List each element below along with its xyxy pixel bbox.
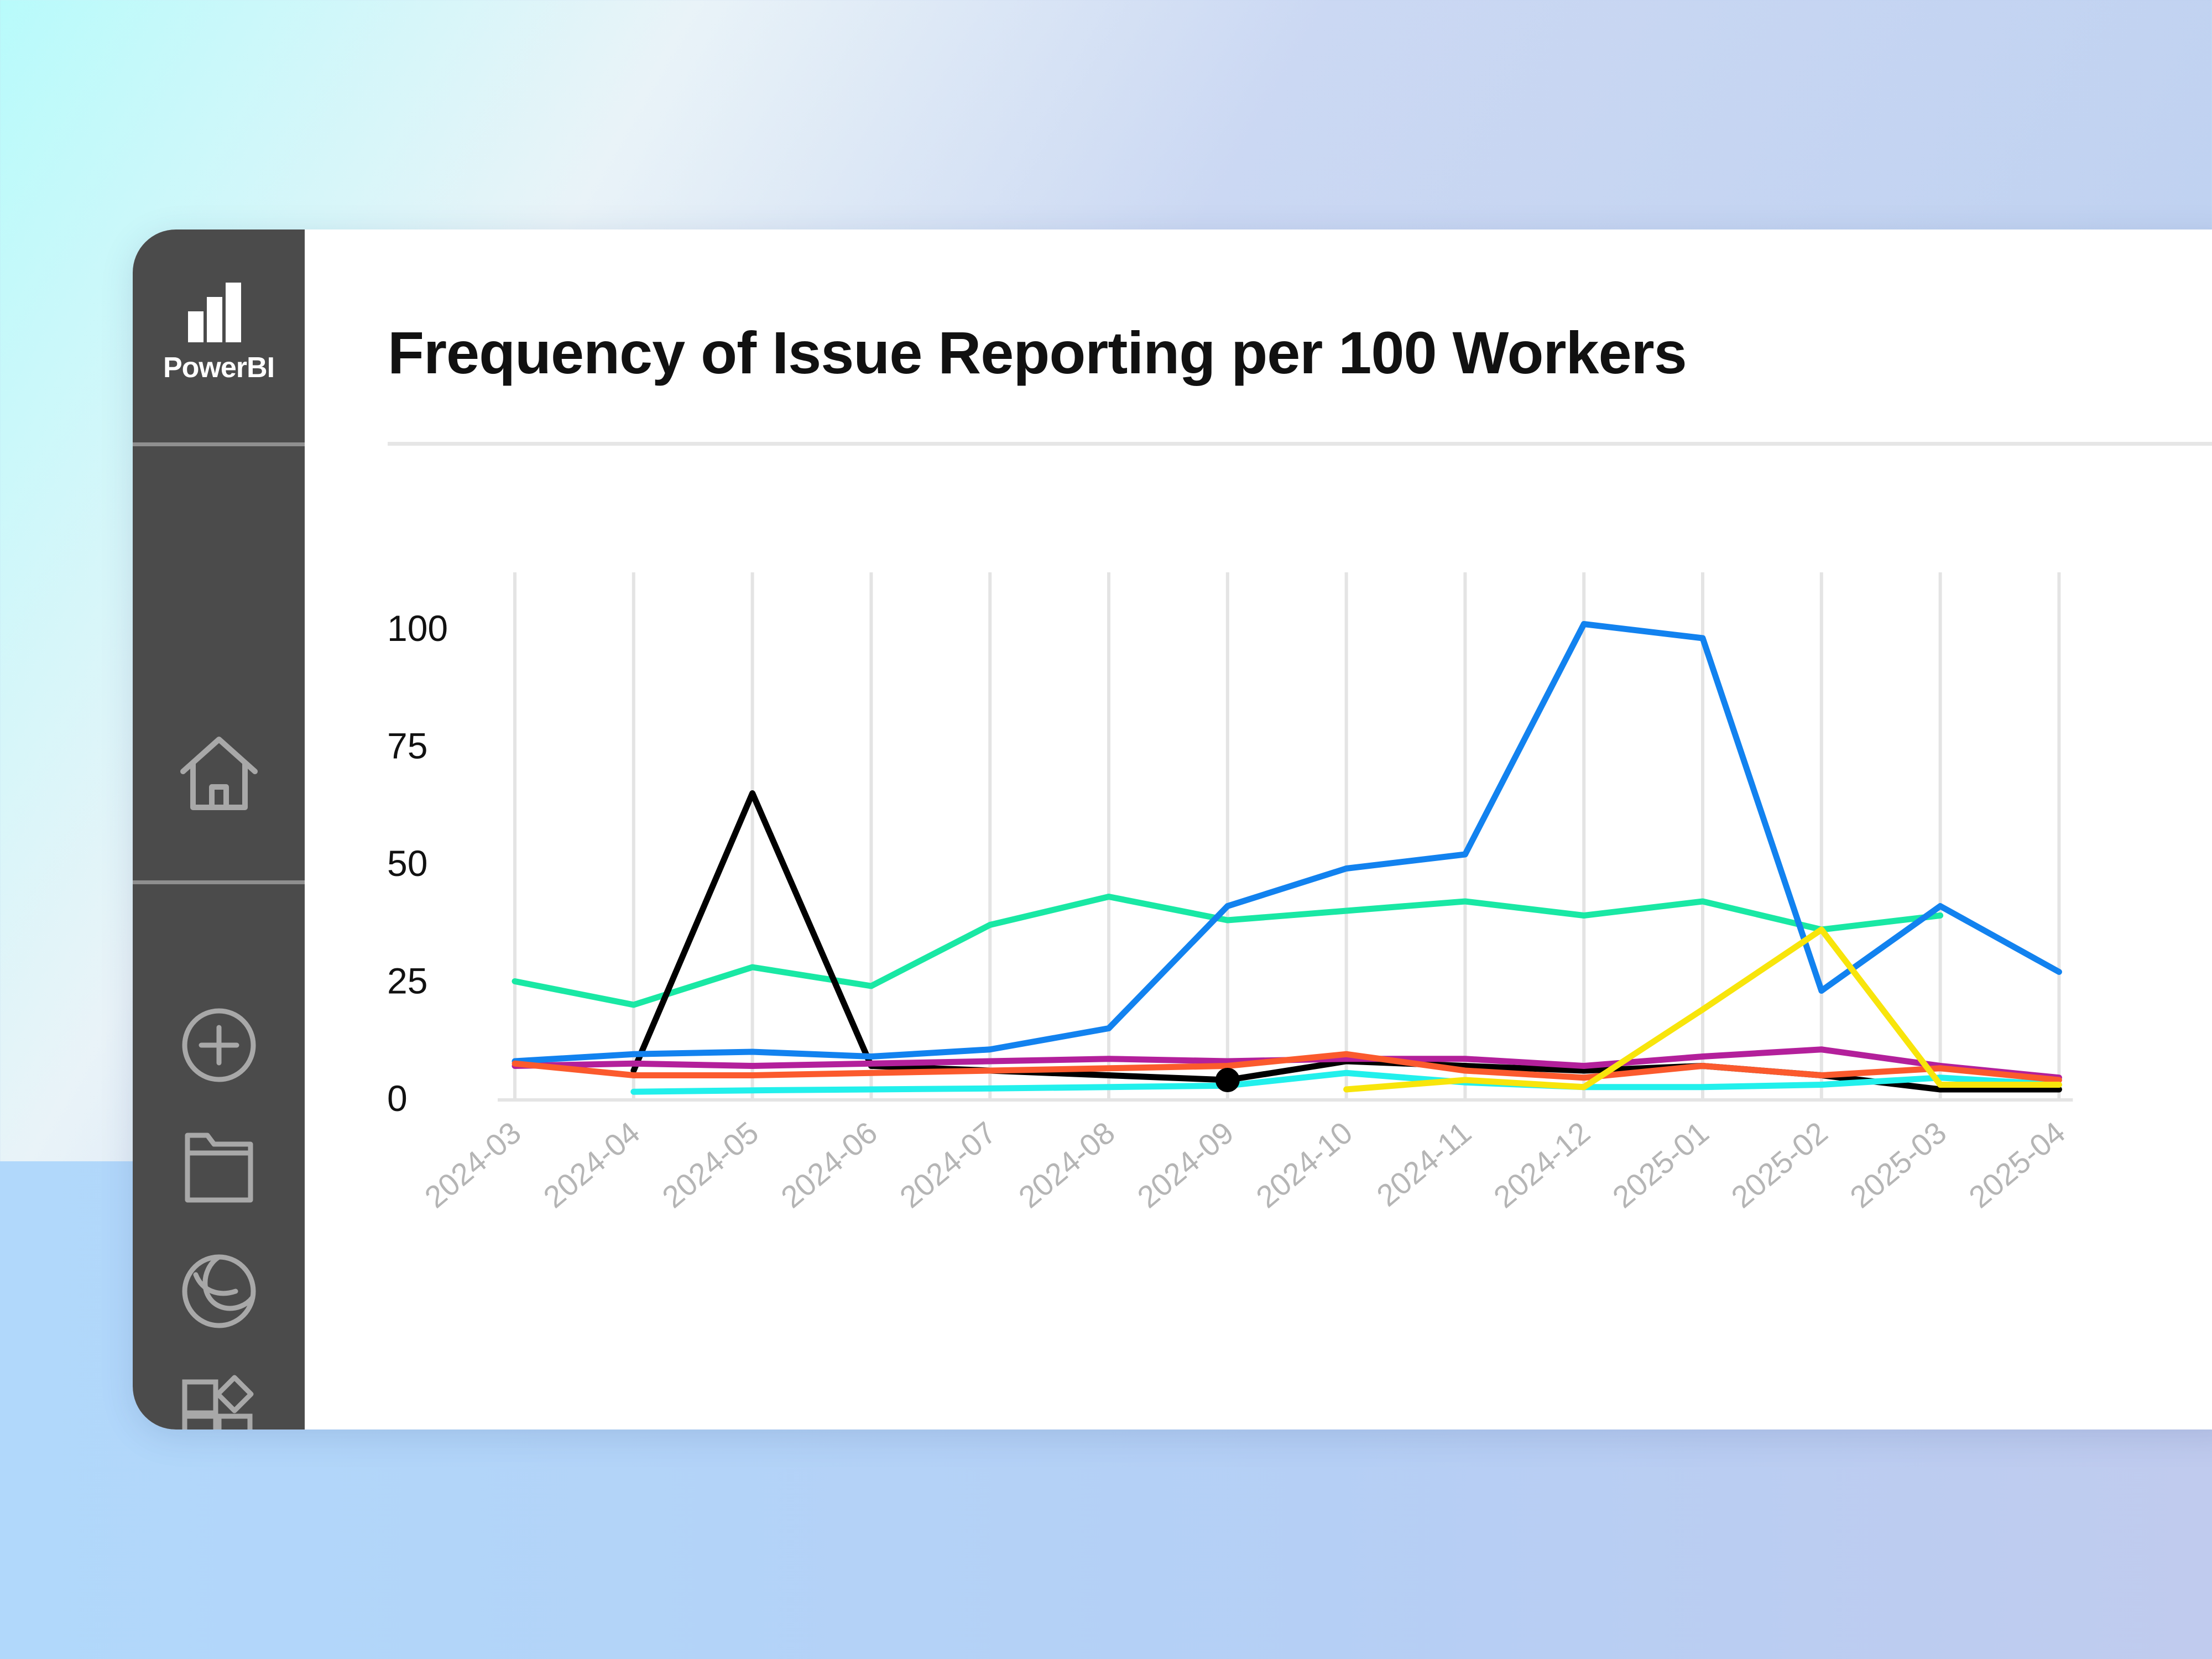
nav-browse[interactable] (133, 1131, 305, 1203)
widgets-icon (182, 1375, 253, 1430)
y-tick-label: 0 (387, 1078, 408, 1119)
x-tick-label: 2024-11 (1370, 1115, 1478, 1213)
x-tick-label: 2024-07 (893, 1115, 1003, 1214)
x-tick-label: 2025-04 (1962, 1115, 2072, 1214)
x-tick-label: 2024-04 (537, 1115, 646, 1214)
nav-create[interactable] (133, 1006, 305, 1084)
x-tick-label: 2024-03 (418, 1115, 528, 1214)
title-divider (388, 442, 2212, 446)
x-tick-label: 2024-06 (774, 1115, 884, 1214)
sidebar: PowerBI (133, 229, 305, 1430)
report-window: PowerBI (133, 229, 2212, 1430)
x-tick-label: 2025-01 (1606, 1115, 1715, 1214)
nav-apps[interactable] (133, 1374, 305, 1430)
series-line-thailand (1343, 926, 2062, 1093)
powerbi-logo[interactable] (133, 229, 305, 444)
y-tick-label: 50 (387, 843, 427, 884)
x-tick-label: 2024-10 (1249, 1115, 1359, 1214)
x-tick-label: 2024-12 (1487, 1115, 1597, 1214)
series-line-malaysia (512, 621, 2062, 1065)
chart-title: Frequency of Issue Reporting per 100 Wor… (388, 319, 1687, 386)
x-tick-label: 2025-02 (1725, 1115, 1834, 1214)
x-tick-label: 2024-08 (1012, 1115, 1121, 1214)
y-tick-label: 75 (387, 726, 427, 766)
x-tick-label: 2024-05 (655, 1115, 765, 1214)
x-tick-label: 2024-09 (1131, 1115, 1240, 1214)
x-tick-label: 2025-03 (1843, 1115, 1953, 1214)
y-tick-label: 25 (387, 961, 427, 1001)
nav-analytics[interactable] (133, 1253, 305, 1330)
series-line-india (630, 1070, 2062, 1095)
y-tick-label: 100 (387, 608, 448, 649)
series-line-pakistan (512, 1051, 2062, 1083)
bar-chart-logo-icon (188, 283, 241, 342)
folder-icon (185, 1133, 253, 1203)
sidebar-divider-2 (133, 880, 305, 884)
report-canvas: Frequency of Issue Reporting per 100 Wor… (305, 229, 2212, 1430)
nav-home[interactable] (133, 733, 305, 816)
highlighted-data-point (1215, 1068, 1240, 1092)
sidebar-divider (133, 442, 305, 446)
app-name: PowerBI (163, 352, 275, 384)
series-line-bangladesh (512, 894, 1944, 1008)
home-icon (180, 737, 258, 810)
add-circle-icon (182, 1008, 255, 1082)
analytics-icon (182, 1254, 255, 1328)
